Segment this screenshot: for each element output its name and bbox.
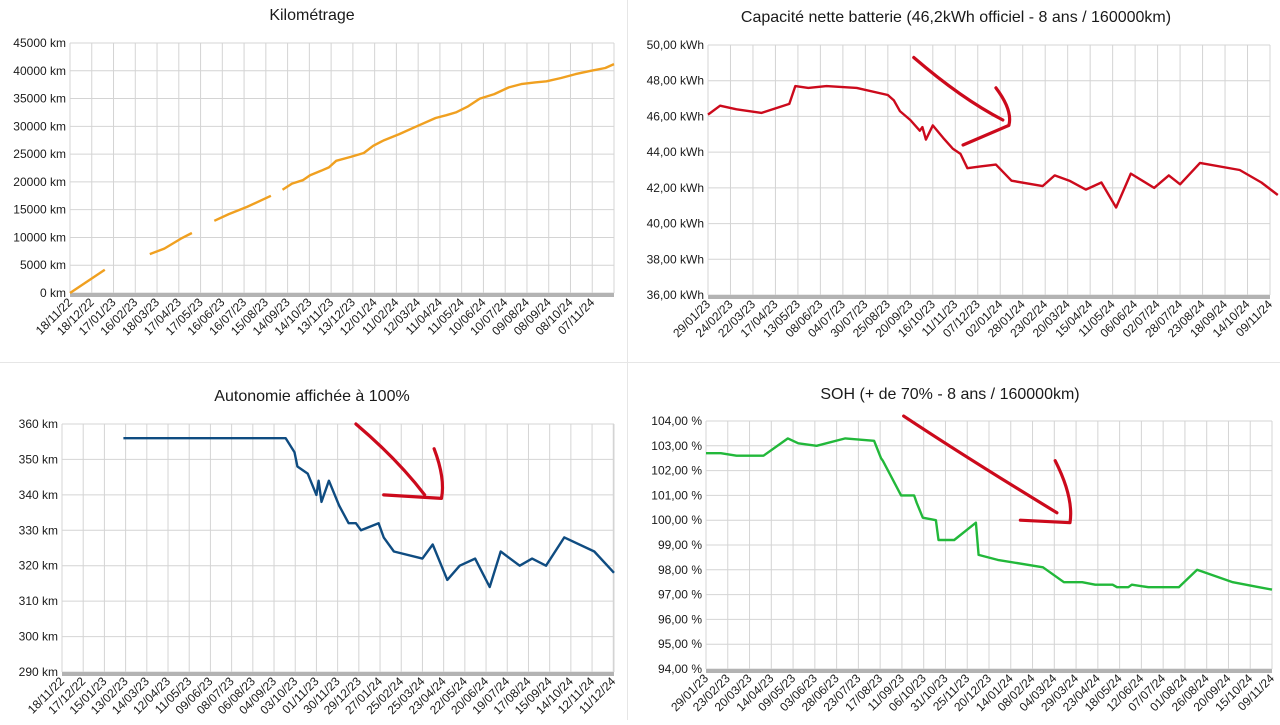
y-tick-label: 101,00 % <box>651 488 702 502</box>
y-tick-label: 38,00 kWh <box>647 252 704 266</box>
annotation-arrow-shaft <box>902 414 1059 515</box>
series-line-segment <box>707 84 1279 209</box>
y-tick-label: 340 km <box>19 488 58 502</box>
series-line-segment <box>213 194 272 222</box>
annotation-arrow-shaft <box>354 422 427 497</box>
y-tick-label: 103,00 % <box>651 439 702 453</box>
y-tick-label: 44,00 kWh <box>647 145 704 159</box>
y-tick-label: 290 km <box>19 665 58 679</box>
y-tick-label: 15000 km <box>13 203 66 217</box>
series-line-segment <box>706 437 1273 591</box>
y-tick-label: 40000 km <box>13 64 66 78</box>
annotation-arrow-shaft <box>912 55 1005 122</box>
y-tick-label: 98,00 % <box>658 563 702 577</box>
y-tick-label: 94,00 % <box>658 662 702 676</box>
series-line-segment <box>123 436 615 589</box>
y-tick-label: 96,00 % <box>658 612 702 626</box>
y-tick-label: 97,00 % <box>658 588 702 602</box>
y-tick-label: 102,00 % <box>651 464 702 478</box>
y-tick-label: 48,00 kWh <box>647 74 704 88</box>
y-tick-label: 20000 km <box>13 175 66 189</box>
chart-autonomie: Autonomie affichée à 100% 290 km 300 km 310… <box>0 363 627 720</box>
chart-title: SOH (+ de 70% - 8 ans / 160000km) <box>820 386 1079 403</box>
y-tick-label: 100,00 % <box>651 513 702 527</box>
chart-title: Autonomie affichée à 100% <box>214 388 409 405</box>
chart-title: Capacité nette batterie (46,2kWh officie… <box>741 9 1171 26</box>
y-tick-label: 0 km <box>40 286 66 300</box>
chart-title: Kilométrage <box>269 7 354 24</box>
annotation-arrow-head <box>382 447 445 500</box>
chart-kilometrage: Kilométrage 0 km 5000 km 10000 km 15000 km 20… <box>0 0 627 362</box>
y-tick-label: 10000 km <box>13 230 66 244</box>
y-tick-label: 300 km <box>19 630 58 644</box>
y-tick-label: 45000 km <box>13 36 66 50</box>
y-tick-label: 330 km <box>19 523 58 537</box>
y-tick-label: 35000 km <box>13 92 66 106</box>
series-line-segment <box>281 63 615 191</box>
chart-capacite-batterie: Capacité nette batterie (46,2kWh officie… <box>628 0 1280 362</box>
y-tick-label: 50,00 kWh <box>647 38 704 52</box>
y-tick-label: 99,00 % <box>658 538 702 552</box>
y-tick-label: 95,00 % <box>658 637 702 651</box>
y-tick-label: 25000 km <box>13 147 66 161</box>
y-tick-label: 42,00 kWh <box>647 181 704 195</box>
y-tick-label: 310 km <box>19 594 58 608</box>
y-tick-label: 350 km <box>19 452 58 466</box>
chart-soh: SOH (+ de 70% - 8 ans / 160000km) 94,00 %… <box>628 363 1280 720</box>
y-tick-label: 360 km <box>19 417 58 431</box>
annotation-arrow-head <box>1018 459 1073 525</box>
y-tick-label: 36,00 kWh <box>647 288 704 302</box>
y-tick-label: 5000 km <box>20 258 66 272</box>
annotation-arrow-head <box>961 86 1012 147</box>
y-tick-label: 320 km <box>19 559 58 573</box>
series-line-segment <box>69 268 106 294</box>
series-line-segment <box>149 231 193 256</box>
y-tick-label: 104,00 % <box>651 414 702 428</box>
y-tick-label: 40,00 kWh <box>647 217 704 231</box>
y-tick-label: 30000 km <box>13 119 66 133</box>
y-tick-label: 46,00 kWh <box>647 109 704 123</box>
